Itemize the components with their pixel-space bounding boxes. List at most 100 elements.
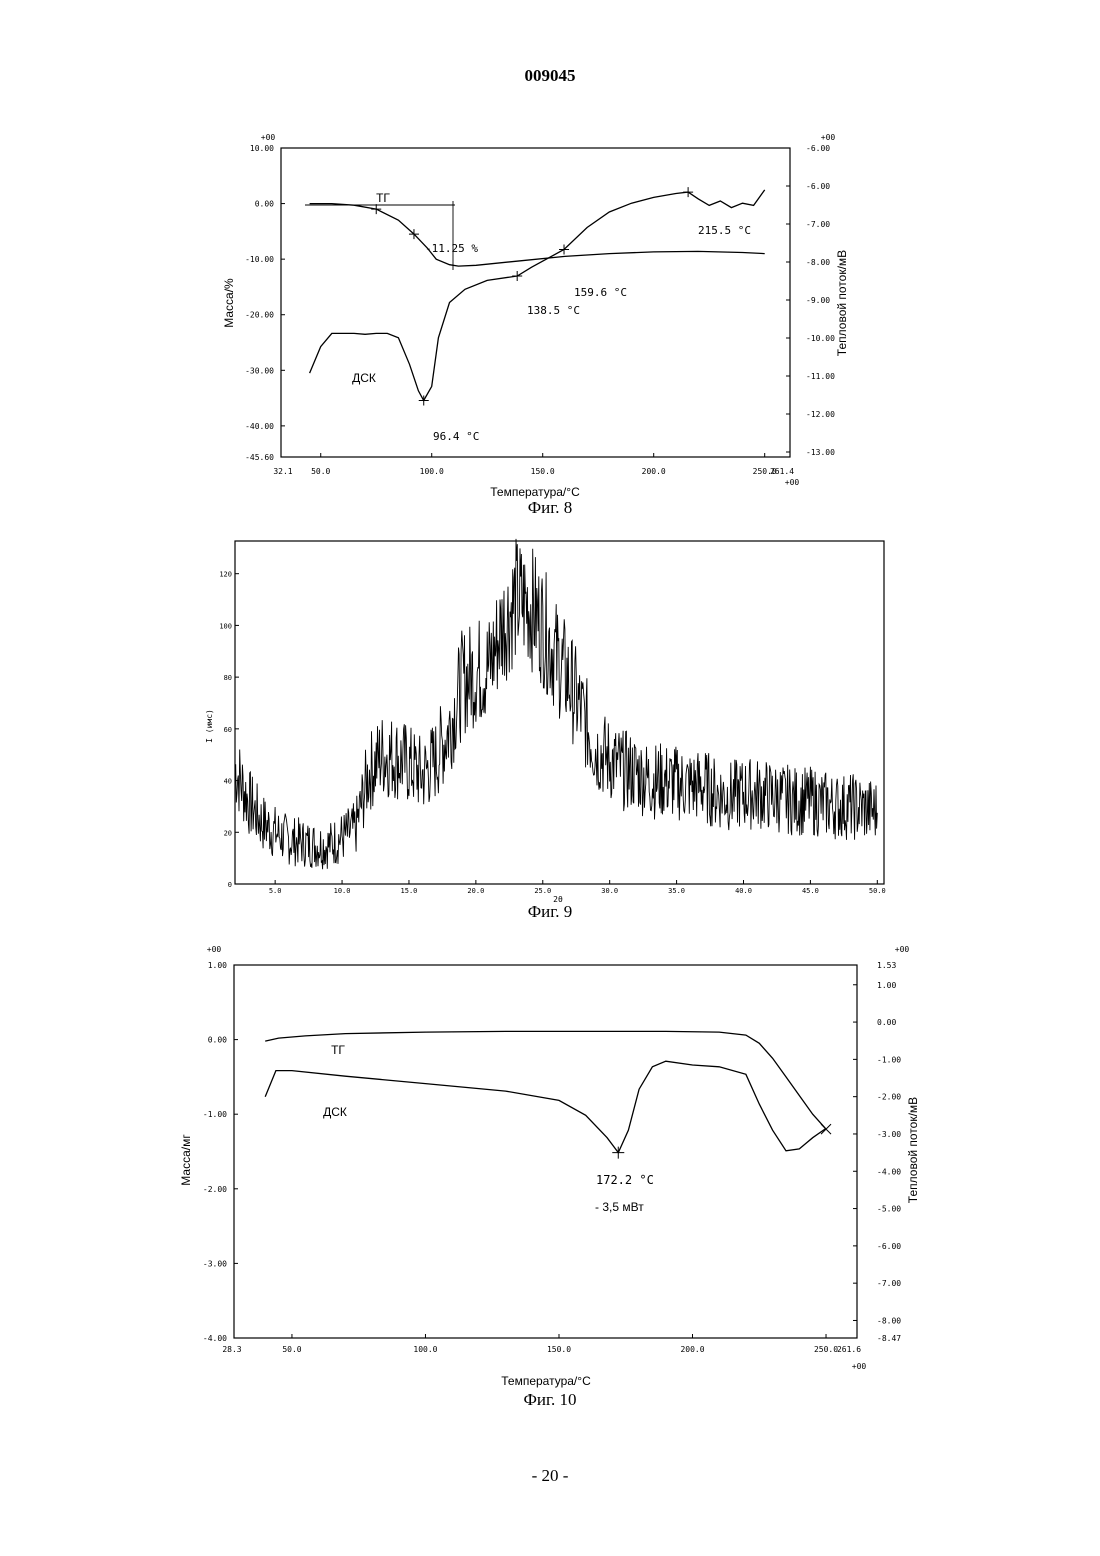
fig8-mass-loss-annotation: -11.25 % [425, 242, 478, 255]
figure-10: +00 +00 +00 1.000.00-1.00-2.00-3.00-4.00… [179, 945, 920, 1409]
fig8-right-tick-label: -12.00 [806, 410, 835, 419]
fig8-dsc-series-line [310, 190, 765, 401]
fig8-right-tick-label: -11.00 [806, 372, 835, 381]
fig9-y-tick-label: 60 [224, 726, 232, 734]
fig10-left-tick-label: -1.00 [203, 1110, 227, 1119]
fig9-x-tick-label: 30.0 [601, 887, 618, 895]
fig10-right-tick-label: -6.00 [877, 1242, 901, 1251]
fig9-x-tick-label: 40.0 [735, 887, 752, 895]
fig9-caption: Фиг. 9 [528, 902, 573, 921]
fig10-right-tick-label: -1.00 [877, 1055, 901, 1064]
fig8-point-marker [419, 395, 429, 405]
fig9-x-tick-label: 45.0 [802, 887, 819, 895]
fig10-x-tick-label: 250.0 [814, 1345, 838, 1354]
fig8-right-exponent: +00 [821, 133, 836, 142]
fig9-y-tick-label: 100 [219, 622, 232, 630]
fig8-138-annotation: 138.5 °C [527, 304, 580, 317]
fig10-x-axis: 50.0100.0150.0200.0250.0 [282, 1334, 838, 1354]
fig8-point-marker [683, 187, 693, 197]
fig8-left-tick-label: 10.00 [250, 144, 274, 153]
fig9-x-tick-label: 25.0 [534, 887, 551, 895]
fig8-right-tick-label: -6.00 [806, 144, 830, 153]
fig9-x-tick-label: 35.0 [668, 887, 685, 895]
fig9-x-tick-label: 15.0 [401, 887, 418, 895]
fig8-peak-annotation: 96.4 °C [433, 430, 479, 443]
fig8-tg-series-line [310, 204, 765, 267]
fig10-x-tick-label: 50.0 [282, 1345, 301, 1354]
fig10-left-tick-label: -3.00 [203, 1259, 227, 1268]
fig10-right-tick-label: -2.00 [877, 1093, 901, 1102]
fig9-y-axis-label: I (имс) [205, 709, 214, 743]
fig9-y-tick-label: 40 [224, 778, 232, 786]
fig8-x-tick-label: 150.0 [531, 467, 555, 476]
fig9-x-tick-label: 5.0 [269, 887, 282, 895]
fig8-point-marker [512, 271, 522, 281]
fig10-left-exponent: +00 [207, 945, 222, 954]
fig10-x-tick-label: 100.0 [413, 1345, 437, 1354]
fig10-dsc-series-line [265, 1061, 826, 1152]
fig8-x-tick-label: 50.0 [311, 467, 330, 476]
fig8-left-exponent: +00 [261, 133, 276, 142]
fig10-right-tick-label: -5.00 [877, 1205, 901, 1214]
fig8-caption: Фиг. 8 [528, 498, 573, 517]
fig8-x-axis-label: Температура/°C [490, 485, 580, 499]
fig9-x-tick-label: 20.0 [467, 887, 484, 895]
fig10-left-tick-label: 1.00 [208, 961, 227, 970]
fig10-right-tick-label: -3.00 [877, 1130, 901, 1139]
fig10-right-tick-label: -4.00 [877, 1167, 901, 1176]
fig8-xmax-label: 261.4 [770, 467, 794, 476]
page-number: - 20 - [0, 1466, 1100, 1486]
fig8-left-tick-label: -10.00 [245, 255, 274, 264]
fig10-left-tick-label: 0.00 [208, 1036, 227, 1045]
fig10-right-tick-label: 1.00 [877, 981, 896, 990]
fig8-159-annotation: 159.6 °C [574, 286, 627, 299]
fig9-y-tick-label: 120 [219, 571, 232, 579]
fig8-bottom-exponent: +00 [785, 478, 800, 487]
fig8-plot-frame [281, 148, 790, 457]
fig10-tg-label: ТГ [331, 1043, 345, 1057]
fig8-point-marker [371, 204, 381, 214]
fig8-left-tick-label: 0.00 [255, 200, 274, 209]
fig8-215-annotation: 215.5 °C [698, 224, 751, 237]
fig8-left-tick-label: -30.00 [245, 366, 274, 375]
fig10-caption: Фиг. 10 [523, 1390, 576, 1409]
fig9-y-tick-label: 80 [224, 674, 232, 682]
fig9-y-tick-label: 20 [224, 829, 232, 837]
fig10-x-axis-label: Температура/°C [501, 1374, 591, 1388]
fig8-right-tick-label: -8.00 [806, 258, 830, 267]
fig8-left-tick-label: -45.60 [245, 453, 274, 462]
fig8-xmin-label: 32.1 [273, 467, 292, 476]
fig8-left-axis: 10.00 0.00 -10.00 -20.00 -30.00 -40.00 -45.60 [245, 144, 285, 462]
fig10-right-axis: 1.531.000.00-1.00-2.00-3.00-4.00-5.00-6.… [853, 961, 901, 1343]
fig8-right-axis-label: Тепловой поток/мВ [835, 250, 849, 356]
fig10-heatflow-annotation: - 3,5 мВт [595, 1200, 644, 1214]
fig8-right-tick-label: -13.00 [806, 448, 835, 457]
fig10-left-axis: 1.000.00-1.00-2.00-3.00-4.00 [203, 961, 238, 1343]
fig10-peak-marker [612, 1147, 624, 1159]
fig8-left-tick-label: -20.00 [245, 311, 274, 320]
figure-9: 020406080100120 5.010.015.020.025.030.03… [205, 539, 886, 921]
fig8-right-tick-label: -6.00 [806, 182, 830, 191]
fig9-x-axis: 5.010.015.020.025.030.035.040.045.050.0 [269, 880, 886, 895]
fig10-x-tick-label: 150.0 [547, 1345, 571, 1354]
fig10-left-tick-label: -4.00 [203, 1334, 227, 1343]
fig10-right-tick-label: -8.00 [877, 1316, 901, 1325]
fig10-xmax-label: 261.6 [837, 1345, 861, 1354]
fig8-left-tick-label: -40.00 [245, 422, 274, 431]
fig10-dsc-label: ДСК [323, 1105, 347, 1119]
fig8-tg-label: ТГ [376, 191, 390, 205]
fig10-right-axis-label: Тепловой поток/мВ [906, 1097, 920, 1203]
fig9-x-tick-label: 10.0 [334, 887, 351, 895]
fig10-xmin-label: 28.3 [222, 1345, 241, 1354]
fig10-tg-series-line [265, 1031, 826, 1129]
fig10-peak-annotation: 172.2 °C [596, 1173, 654, 1187]
fig9-series-line [235, 539, 877, 869]
fig10-right-tick-label: 1.53 [877, 961, 896, 970]
fig10-plot-frame [234, 965, 857, 1338]
fig8-dsc-label: ДСК [352, 371, 376, 385]
fig8-x-tick-label: 200.0 [642, 467, 666, 476]
fig10-right-tick-label: -8.47 [877, 1334, 901, 1343]
fig10-left-axis-label: Масса/мг [179, 1134, 193, 1186]
fig8-right-tick-label: -10.00 [806, 334, 835, 343]
